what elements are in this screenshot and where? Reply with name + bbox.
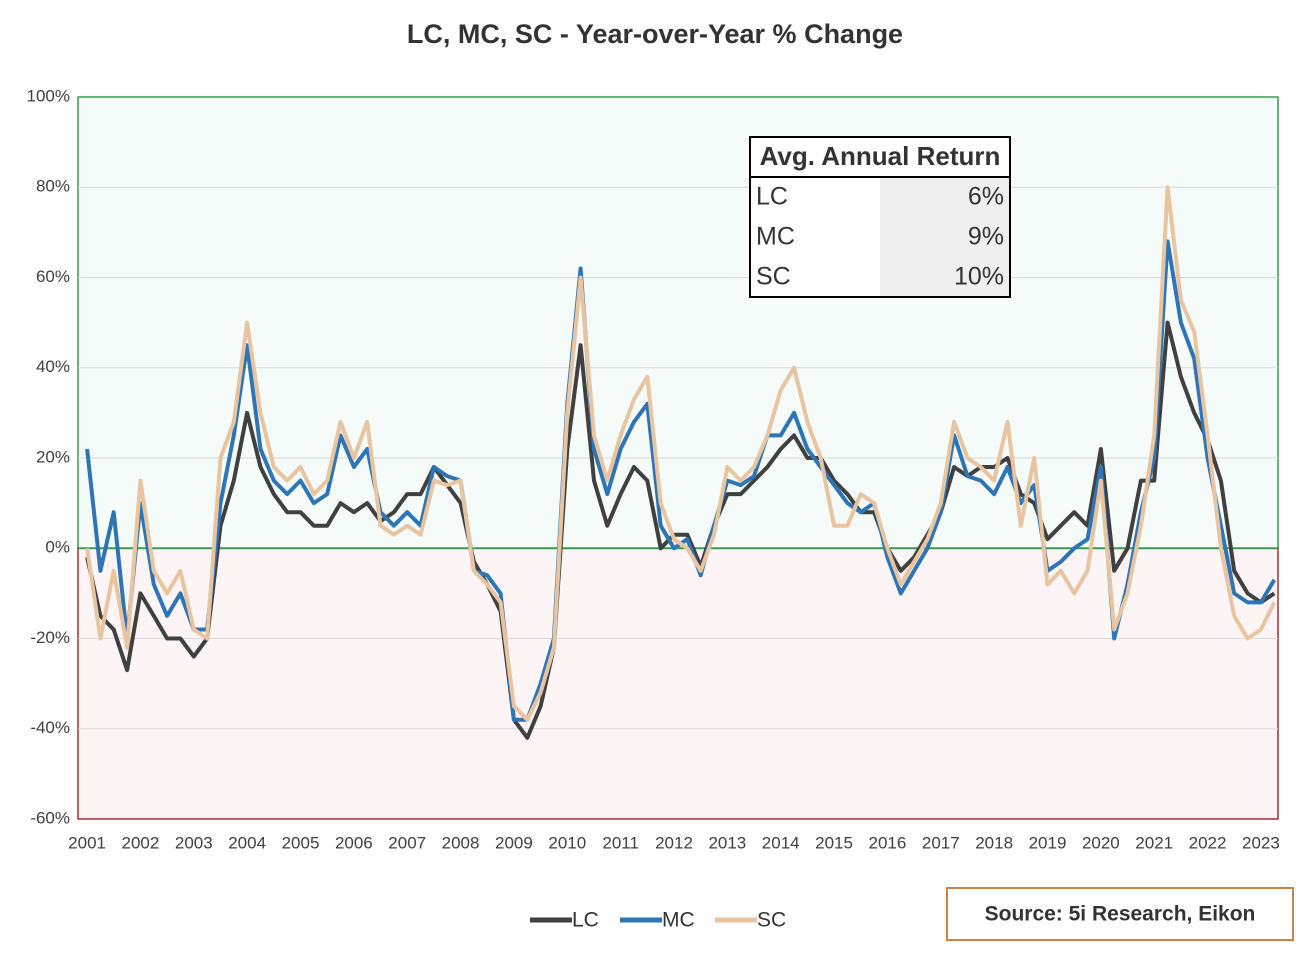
x-tick-label: 2013 [708, 833, 746, 852]
x-tick-label: 2010 [548, 833, 586, 852]
table-value: 10% [954, 263, 1004, 291]
table-value: 6% [968, 183, 1004, 211]
x-tick-label: 2015 [815, 833, 853, 852]
x-tick-label: 2004 [228, 833, 266, 852]
x-tick-label: 2018 [975, 833, 1013, 852]
x-tick-label: 2021 [1135, 833, 1173, 852]
legend-label: MC [662, 909, 695, 932]
x-tick-label: 2019 [1029, 833, 1067, 852]
x-tick-label: 2022 [1189, 833, 1227, 852]
x-tick-label: 2005 [282, 833, 320, 852]
x-tick-label: 2002 [122, 833, 160, 852]
y-tick-label: 0% [45, 538, 70, 557]
source-text: Source: 5i Research, Eikon [985, 903, 1256, 926]
table-value: 9% [968, 223, 1004, 251]
y-tick-label: -40% [30, 718, 70, 737]
y-tick-label: 100% [27, 86, 70, 105]
line-series [85, 185, 1277, 722]
y-tick-label: 40% [36, 357, 70, 376]
table-label: LC [756, 183, 788, 211]
legend-label: SC [757, 909, 786, 932]
source-box [946, 887, 1294, 941]
x-tick-label: 2007 [388, 833, 426, 852]
legend-label: LC [572, 909, 599, 932]
table-header: Avg. Annual Return [760, 141, 1001, 171]
y-tick-label: 20% [36, 447, 70, 466]
chart-title: LC, MC, SC - Year-over-Year % Change [407, 19, 903, 49]
x-tick-label: 2011 [602, 833, 639, 852]
x-tick-label: 2008 [442, 833, 480, 852]
y-tick-label: -20% [30, 628, 70, 647]
table-value-shade [880, 177, 1010, 297]
x-tick-label: 2012 [655, 833, 693, 852]
table-label: SC [756, 263, 791, 291]
table-label: MC [756, 223, 795, 251]
x-tick-label: 2016 [869, 833, 907, 852]
negative-region [77, 547, 1279, 820]
x-tick-label: 2014 [762, 833, 800, 852]
x-tick-label: 2023 [1242, 833, 1280, 852]
x-tick-label: 2003 [175, 833, 213, 852]
line-series [85, 320, 1276, 740]
x-tick-label: 2001 [68, 833, 106, 852]
x-tick-label: 2020 [1082, 833, 1120, 852]
y-tick-label: 60% [36, 267, 70, 286]
y-tick-label: -60% [30, 808, 70, 827]
table-border [749, 136, 1011, 298]
x-tick-label: 2009 [495, 833, 533, 852]
x-tick-label: 2017 [922, 833, 960, 852]
y-tick-label: 80% [36, 177, 70, 196]
x-tick-label: 2006 [335, 833, 373, 852]
